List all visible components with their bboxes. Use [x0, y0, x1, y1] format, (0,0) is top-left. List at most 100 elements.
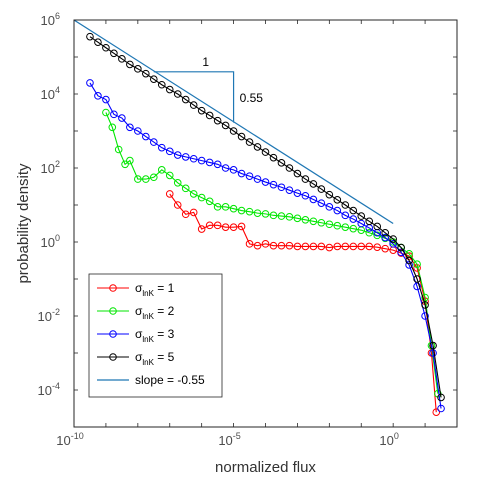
legend-box	[88, 273, 223, 398]
data-point	[121, 160, 129, 169]
data-point	[197, 106, 206, 115]
data-point	[189, 101, 198, 109]
data-point	[429, 341, 437, 350]
data-point	[181, 184, 190, 193]
data-point	[269, 180, 278, 189]
data-point	[301, 191, 310, 200]
data-point	[277, 183, 286, 192]
data-point	[301, 175, 310, 183]
data-point	[429, 349, 437, 357]
data-point	[269, 211, 278, 220]
data-point	[165, 190, 174, 198]
data-point	[173, 151, 182, 159]
data-point	[261, 178, 270, 186]
data-point	[309, 217, 318, 226]
data-point	[325, 203, 334, 211]
data-point	[237, 206, 246, 215]
y-tick-label: 10-2	[38, 307, 60, 324]
data-point	[245, 240, 254, 248]
data-point	[94, 38, 102, 47]
series-1	[165, 190, 441, 417]
data-point	[221, 121, 230, 130]
data-point	[325, 190, 334, 199]
data-point	[213, 160, 222, 169]
data-point	[261, 148, 270, 156]
data-point	[253, 241, 262, 250]
annotation-layer	[74, 20, 394, 225]
data-point	[86, 32, 94, 41]
data-point	[102, 43, 110, 52]
data-point	[245, 207, 254, 216]
data-point	[213, 203, 222, 211]
data-point	[229, 223, 238, 231]
data-point	[126, 156, 134, 165]
data-point	[157, 80, 166, 89]
data-point	[142, 175, 150, 183]
data-point	[325, 243, 334, 252]
data-point	[229, 166, 238, 174]
data-point	[349, 242, 358, 251]
data-point	[421, 301, 429, 309]
data-point	[86, 79, 94, 87]
data-point	[197, 193, 206, 202]
data-point	[293, 189, 302, 197]
data-point	[173, 179, 182, 187]
data-point	[181, 95, 190, 104]
data-point	[349, 215, 358, 223]
data-point	[285, 164, 294, 172]
data-point	[421, 293, 429, 302]
legend-label: σlnK = 3	[135, 327, 175, 344]
legend-entry: σlnK = 1	[97, 281, 175, 298]
data-point	[181, 210, 190, 219]
data-point	[277, 212, 286, 220]
data-point	[197, 225, 206, 233]
data-point	[269, 241, 278, 250]
data-point	[102, 95, 110, 104]
data-point	[341, 201, 350, 209]
series-3	[86, 79, 445, 413]
data-point	[245, 172, 254, 180]
data-point	[205, 197, 214, 206]
axes-layer: 10-10 10-5 100 106 104 102 100 10-2 10-4	[38, 11, 458, 448]
data-point	[165, 85, 174, 94]
data-point	[413, 275, 421, 283]
data-point	[213, 221, 222, 230]
data-point	[293, 214, 302, 223]
data-point	[333, 221, 342, 230]
legend-label: σlnK = 1	[135, 281, 175, 298]
data-point	[373, 222, 382, 231]
x-tick-label: 10-5	[218, 431, 240, 448]
data-point	[317, 218, 326, 227]
data-point	[397, 243, 405, 252]
data-point	[317, 199, 326, 207]
data-point	[269, 153, 278, 162]
data-point	[317, 242, 326, 251]
data-point	[261, 240, 270, 248]
data-point	[333, 206, 342, 215]
data-point	[157, 166, 166, 174]
data-point	[118, 55, 126, 63]
data-point	[285, 186, 294, 194]
data-point	[245, 138, 254, 146]
series-2	[102, 108, 442, 398]
legend-entry: σlnK = 5	[97, 350, 175, 367]
data-point	[205, 221, 214, 230]
data-point	[285, 241, 294, 250]
data-point	[134, 127, 142, 135]
data-point	[253, 209, 262, 217]
data-point	[94, 92, 102, 100]
data-point	[381, 228, 389, 237]
legend: σlnK = 1 σlnK = 2 σlnK = 3 σlnK = 5 slope = …	[88, 273, 223, 398]
data-point	[221, 164, 230, 172]
data-point	[237, 169, 246, 178]
data-point	[333, 242, 342, 251]
x-tick-label: 100	[379, 431, 398, 448]
data-point	[149, 75, 158, 83]
data-point	[221, 223, 230, 231]
y-tick-label: 100	[41, 233, 60, 250]
series-layer	[86, 32, 445, 417]
data-point	[102, 108, 110, 117]
data-point	[142, 132, 150, 141]
data-point	[309, 242, 318, 251]
